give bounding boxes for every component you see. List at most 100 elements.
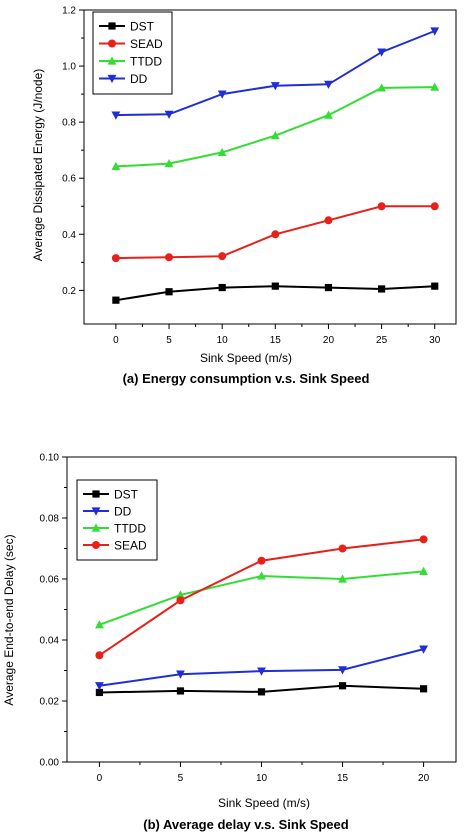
series-line-ttdd xyxy=(115,86,435,168)
data-point-dst xyxy=(112,296,120,304)
data-point-sead xyxy=(176,596,185,605)
legend-box xyxy=(92,11,173,95)
x-tick-label: 10 xyxy=(217,335,229,346)
y-tick-label: 0.00 xyxy=(40,758,60,769)
y-tick-label: 0.08 xyxy=(40,514,60,525)
data-point-ttdd xyxy=(377,83,386,92)
data-point-ttdd xyxy=(164,159,174,168)
data-point-sead xyxy=(430,202,439,211)
x-tick-label: 0 xyxy=(97,773,103,784)
plot-frame xyxy=(83,9,457,325)
data-point-dd xyxy=(164,110,174,119)
legend-label-dst: DST xyxy=(130,20,155,34)
y-tick-label: 0.02 xyxy=(40,697,60,708)
y-tick-label: 1.0 xyxy=(62,62,76,73)
data-point-ttdd xyxy=(217,147,227,157)
x-tick-label: 0 xyxy=(113,335,119,346)
series-dst xyxy=(112,282,439,304)
legend-label-sead: SEAD xyxy=(130,37,163,51)
y-tick-label: 0.4 xyxy=(62,230,76,241)
data-point-dd xyxy=(111,111,121,120)
data-point-sead xyxy=(165,253,174,262)
x-tick-label: 20 xyxy=(418,773,430,784)
x-tick-label: 5 xyxy=(178,773,184,784)
data-point-dst xyxy=(271,282,279,290)
data-point-dst xyxy=(257,688,266,696)
legend-marker-dd xyxy=(91,507,101,516)
data-point-sead xyxy=(377,202,386,211)
data-point-ttdd xyxy=(270,131,280,140)
legend-label-sead: SEAD xyxy=(114,539,147,553)
legend-marker-sead xyxy=(108,39,116,48)
y-tick-label: 0.06 xyxy=(40,575,60,586)
legend-marker-ttdd xyxy=(107,56,117,65)
x-tick-label: 15 xyxy=(270,335,282,346)
series-ttdd xyxy=(95,566,428,629)
legend-marker-ttdd xyxy=(91,523,101,532)
data-point-dst xyxy=(431,282,439,290)
legend-label-dst: DST xyxy=(114,488,139,502)
x-tick-label: 10 xyxy=(256,773,268,784)
data-point-dst xyxy=(218,283,226,292)
legend: DST DD TTDD SEAD xyxy=(76,479,158,561)
series-sead xyxy=(95,535,428,660)
legend-label-dd: DD xyxy=(130,72,148,86)
data-point-sead xyxy=(218,252,227,261)
data-point-sead xyxy=(271,230,280,239)
x-tick-label: 25 xyxy=(376,335,388,346)
chart-b-caption: (b) Average delay v.s. Sink Speed xyxy=(143,817,348,832)
data-point-dd xyxy=(419,645,428,654)
series-line-dd xyxy=(99,648,424,687)
data-point-dd xyxy=(176,670,185,679)
legend-marker-dst xyxy=(108,22,116,30)
y-tick-label: 0.2 xyxy=(62,286,76,297)
data-point-ttdd xyxy=(111,161,121,171)
y-tick-label: 1.2 xyxy=(62,6,76,17)
data-point-sead xyxy=(257,556,266,565)
legend: DST SEAD TTDD DD xyxy=(92,11,173,95)
data-point-sead xyxy=(324,216,333,225)
chart-b-ylabel: Average End-to-end Delay (sec) xyxy=(2,534,16,705)
data-point-ttdd xyxy=(338,574,347,583)
delay-chart: (b) Average delay v.s. Sink Speed Sink S… xyxy=(2,453,457,832)
data-point-dst xyxy=(419,685,428,693)
data-point-dd xyxy=(338,666,347,675)
legend-marker-dst xyxy=(92,490,100,498)
data-point-ttdd xyxy=(257,571,266,580)
data-point-ttdd xyxy=(95,620,104,629)
data-point-ttdd xyxy=(419,566,428,575)
data-point-dst xyxy=(378,285,386,293)
chart-b-xlabel: Sink Speed (m/s) xyxy=(218,796,310,810)
legend-marker-sead xyxy=(92,541,100,549)
data-point-dd xyxy=(324,80,333,89)
legend-label-ttdd: TTDD xyxy=(130,55,162,69)
data-point-ttdd xyxy=(430,82,440,91)
data-point-sead xyxy=(95,651,104,660)
y-tick-label: 0.6 xyxy=(62,174,76,185)
energy-chart: (a) Energy consumption v.s. Sink Speed S… xyxy=(31,6,457,386)
data-point-ttdd xyxy=(176,590,185,599)
x-tick-label: 15 xyxy=(337,773,349,784)
y-tick-label: 0.10 xyxy=(40,453,60,464)
data-point-dd xyxy=(217,90,227,99)
chart-a-caption: (a) Energy consumption v.s. Sink Speed xyxy=(123,371,370,386)
series-dd xyxy=(95,645,428,691)
data-point-dst xyxy=(176,687,185,695)
data-point-dst xyxy=(165,288,173,296)
series-dst xyxy=(95,682,428,697)
data-point-dst xyxy=(338,682,347,690)
x-tick-label: 30 xyxy=(429,335,441,346)
data-point-ttdd xyxy=(324,110,333,119)
legend-label-ttdd: TTDD xyxy=(114,522,146,536)
data-point-dd xyxy=(257,667,266,676)
y-tick-label: 0.04 xyxy=(40,636,60,647)
data-point-dd xyxy=(270,82,280,91)
data-point-dd xyxy=(430,27,440,36)
legend-marker-dd xyxy=(107,74,117,84)
series-dd xyxy=(111,27,440,120)
y-tick-label: 0.8 xyxy=(62,118,76,129)
series-sead xyxy=(111,202,439,263)
data-point-sead xyxy=(111,254,120,263)
data-point-dst xyxy=(95,688,104,697)
